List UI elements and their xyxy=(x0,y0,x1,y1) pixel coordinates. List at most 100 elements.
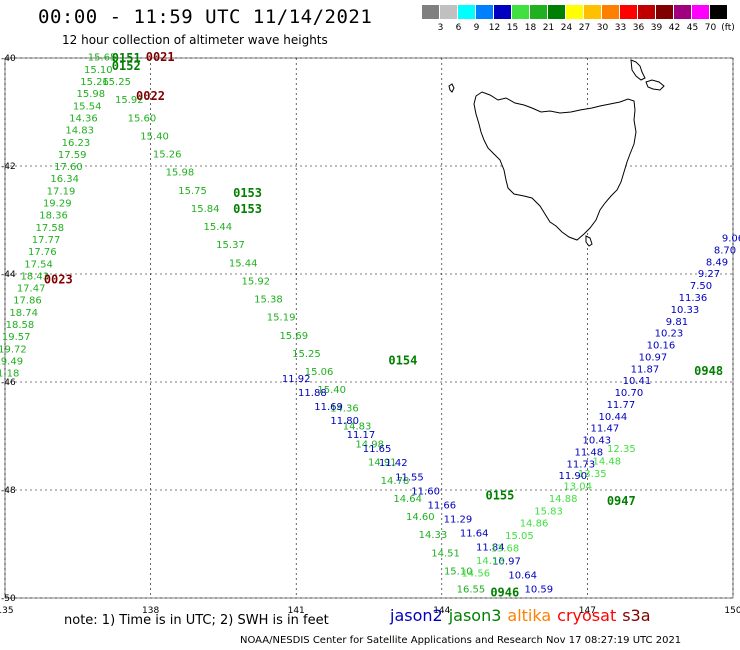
wave-height-value: 14.91 xyxy=(368,458,397,469)
wave-height-value: 15.69 xyxy=(279,331,308,342)
wave-height-value: 12.35 xyxy=(607,444,636,455)
colorbar-swatch xyxy=(566,5,583,19)
legend-item-cryosat: cryosat xyxy=(557,606,617,625)
wave-height-value: 15.26 xyxy=(153,150,182,161)
wave-height-value: 17.58 xyxy=(35,223,64,234)
wave-height-value: 14.88 xyxy=(549,494,578,505)
wave-height-value: 9.27 xyxy=(698,269,720,280)
cape-barren-island xyxy=(645,79,665,91)
pass-time-label: 0153 xyxy=(233,202,262,216)
wave-height-value: 11.84 xyxy=(476,542,505,553)
wave-height-value: 18.58 xyxy=(6,320,35,331)
bruny-island xyxy=(585,235,593,247)
wave-height-value: 14.33 xyxy=(419,530,448,541)
pass-time-label: 0021 xyxy=(146,50,175,64)
lat-tick-label: -50 xyxy=(1,594,16,604)
pass-time-label: 0153 xyxy=(233,186,262,200)
wave-height-value: 11.55 xyxy=(395,472,424,483)
page-subtitle: 12 hour collection of altimeter wave hei… xyxy=(62,33,328,47)
wave-height-value: 15.54 xyxy=(73,101,102,112)
wave-height-value: 11.29 xyxy=(444,514,473,525)
wave-height-value: 14.83 xyxy=(65,126,94,137)
legend-item-jason3: jason3 xyxy=(448,606,502,625)
pass-time-labels: 0151 0021 0152 0022 0153 0153 0023 0154 0948 0155… xyxy=(44,50,723,600)
wave-height-value: 11.80 xyxy=(330,416,359,427)
colorbar-swatch xyxy=(602,5,619,19)
wave-height-value: 15.98 xyxy=(166,168,195,179)
lon-tick-label: 138 xyxy=(142,606,159,616)
wave-height-value: 15.19 xyxy=(267,313,296,324)
wave-height-value: 15.10 xyxy=(444,566,473,577)
wave-height-value: 14.48 xyxy=(592,457,621,468)
colorbar-label: 3 xyxy=(437,23,444,33)
wave-height-value: 15.44 xyxy=(204,222,233,233)
wave-height-value: 15.25 xyxy=(102,77,131,88)
wave-height-value: 11.90 xyxy=(559,471,588,482)
wave-height-value: 19.57 xyxy=(2,332,31,343)
lat-tick-label: -40 xyxy=(1,54,16,64)
wave-height-value: 11.73 xyxy=(567,459,596,470)
wave-height-value: 14.64 xyxy=(393,494,422,505)
wave-height-value: 16.34 xyxy=(50,174,79,185)
wave-height-value: 10.44 xyxy=(599,412,628,423)
colorbar-label: 15 xyxy=(506,23,519,33)
colorbar-swatch xyxy=(530,5,547,19)
wave-height-value: 11.60 xyxy=(411,486,440,497)
wave-height-value: 17.59 xyxy=(58,150,87,161)
wave-height-value: 14.36 xyxy=(330,403,359,414)
colorbar-swatch xyxy=(548,5,565,19)
tasmania-coastline xyxy=(448,59,665,247)
wave-height-value: 14.86 xyxy=(520,519,549,530)
pass-time-label: 0947 xyxy=(607,494,636,508)
wave-height-value: 15.44 xyxy=(229,258,258,269)
credit-line: NOAA/NESDIS Center for Satellite Applica… xyxy=(240,635,682,646)
wave-height-value: 15.60 xyxy=(128,113,157,124)
wave-height-value: 8.70 xyxy=(714,245,736,256)
wave-height-value: 15.98 xyxy=(77,89,106,100)
wave-height-value: 18.43 xyxy=(21,271,50,282)
colorbar-swatch xyxy=(710,5,727,19)
pass-time-label: 0154 xyxy=(388,353,417,367)
wave-height-value: 11.36 xyxy=(679,293,708,304)
colorbar-swatch xyxy=(476,5,493,19)
wave-height-value: 15.65 xyxy=(88,53,117,64)
wave-height-value: 11.69 xyxy=(314,402,343,413)
colorbar-label: 45 xyxy=(686,23,699,33)
pass-time-label: 0023 xyxy=(44,272,73,286)
wave-height-value: 17.77 xyxy=(32,235,61,246)
track-mid-jason2: 11.92 11.88 11.69 11.80 11.17 11.65 11.42 11.55… xyxy=(282,374,553,596)
wave-height-value: 18.74 xyxy=(9,308,38,319)
wave-height-value: 11.66 xyxy=(427,500,456,511)
wave-height-value: 11.87 xyxy=(631,364,660,375)
colorbar-swatch xyxy=(440,5,457,19)
colorbar-swatch xyxy=(512,5,529,19)
wave-height-value: 15.40 xyxy=(317,385,346,396)
wave-height-value: 19.49 xyxy=(0,356,23,367)
wave-height-value: 11.17 xyxy=(347,430,376,441)
pass-time-label: 0946 xyxy=(490,586,519,600)
pass-time-label: 0948 xyxy=(694,364,723,378)
lon-tick-label: 150 xyxy=(724,606,740,616)
colorbar-swatch xyxy=(638,5,655,19)
wave-height-value: 14.83 xyxy=(343,421,372,432)
wave-height-value: 10.70 xyxy=(615,388,644,399)
tasmania-mainland xyxy=(473,91,637,241)
pass-time-label: 0152 xyxy=(112,59,141,73)
units-note: note: 1) Time is in UTC; 2) SWH is in fe… xyxy=(64,613,329,628)
colorbar-swatch xyxy=(620,5,637,19)
wave-height-value: 11.47 xyxy=(591,424,620,435)
altimeter-tracks: 15.6515.1015.2615.9815.5414.3614.8316.23… xyxy=(0,53,740,596)
lon-tick-label: 135 xyxy=(0,606,14,616)
wave-height-value: 11.42 xyxy=(379,458,408,469)
colorbar-label: 70 xyxy=(704,23,717,33)
map-axis-labels: 135 138 141 144 147 150 -40 -42 -44 -46 -48 -50 xyxy=(0,54,740,616)
wave-height-value: 9.06 xyxy=(722,234,740,245)
wave-height-value: 11.48 xyxy=(575,447,604,458)
colorbar-label: 12 xyxy=(488,23,501,33)
colorbar-swatch xyxy=(458,5,475,19)
lon-tick-label: 147 xyxy=(579,606,596,616)
colorbar-swatch xyxy=(584,5,601,19)
lon-tick-label: 141 xyxy=(288,606,305,616)
wave-height-value: 15.83 xyxy=(534,506,563,517)
